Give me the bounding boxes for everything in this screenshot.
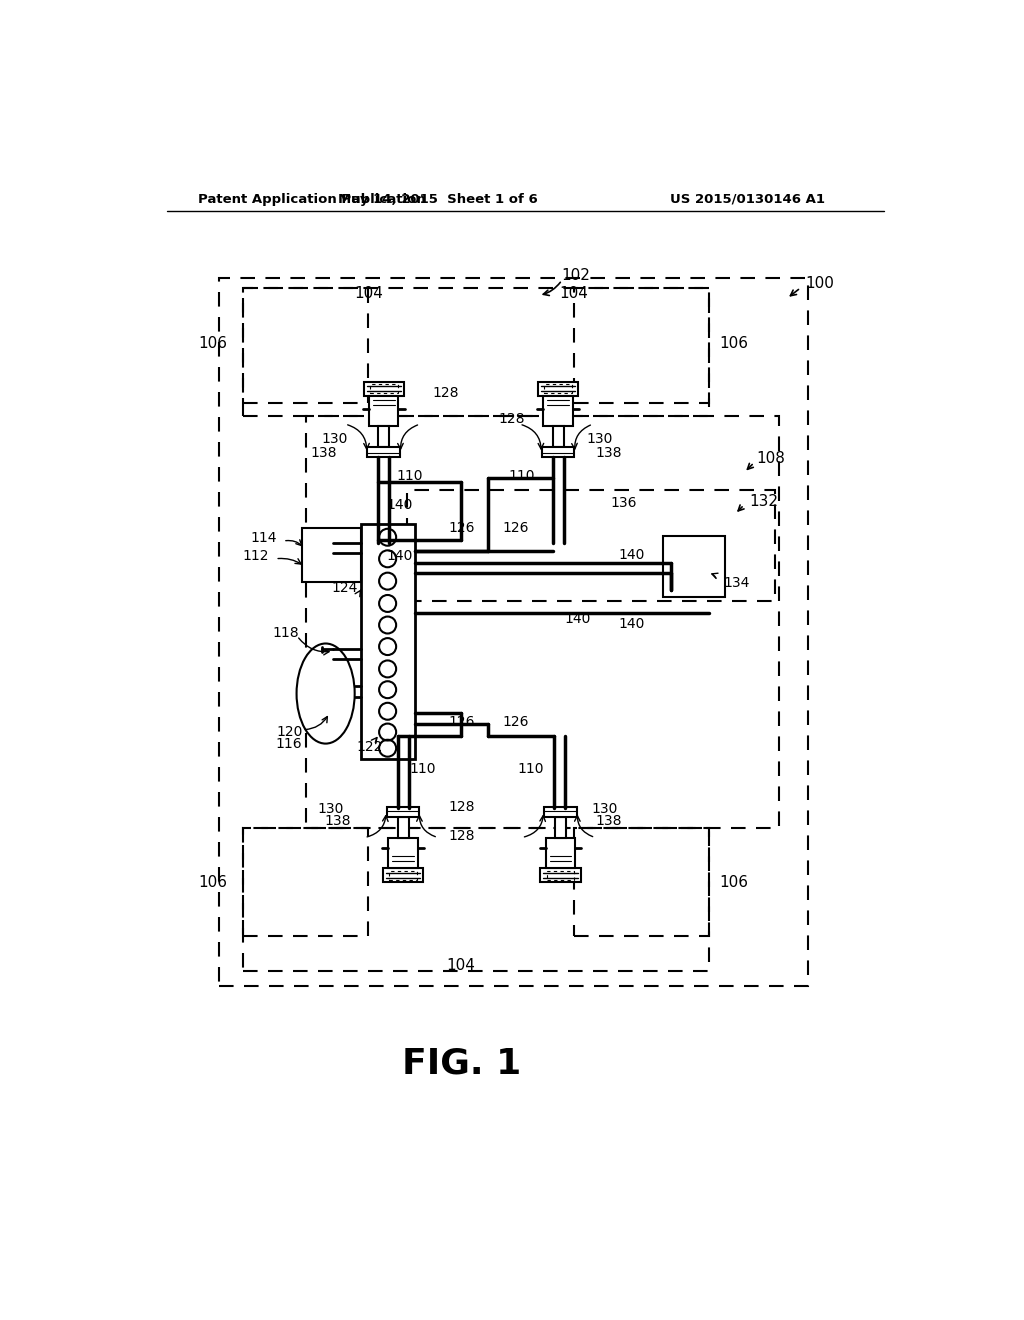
Bar [243, 829, 710, 970]
Bar [544, 807, 577, 817]
Text: Patent Application Publication: Patent Application Publication [198, 193, 426, 206]
Text: 110: 110 [410, 762, 436, 776]
Bar [663, 536, 725, 598]
Text: 140: 140 [618, 548, 645, 562]
Text: 126: 126 [449, 521, 474, 535]
Text: 106: 106 [720, 335, 749, 351]
Text: 110: 110 [518, 762, 544, 776]
Bar [547, 871, 574, 880]
Text: 140: 140 [564, 612, 591, 626]
Bar [243, 829, 369, 936]
Text: 102: 102 [561, 268, 591, 282]
Text: 138: 138 [595, 813, 622, 828]
Text: 104: 104 [559, 285, 588, 301]
Text: 140: 140 [618, 618, 645, 631]
Text: 106: 106 [199, 875, 227, 890]
Text: 140: 140 [386, 549, 413, 562]
Text: 126: 126 [502, 521, 528, 535]
Bar [542, 447, 574, 457]
Bar [243, 288, 710, 416]
Text: 110: 110 [509, 470, 535, 483]
Text: 126: 126 [502, 715, 528, 729]
Bar [538, 381, 579, 396]
Text: 110: 110 [397, 470, 423, 483]
Ellipse shape [297, 644, 354, 743]
Bar [219, 277, 809, 986]
Text: 118: 118 [272, 627, 299, 640]
Text: 128: 128 [499, 412, 525, 425]
Bar [378, 426, 389, 447]
Text: 106: 106 [199, 335, 227, 351]
Bar [243, 288, 369, 404]
Bar [368, 447, 400, 457]
Text: 106: 106 [720, 875, 749, 890]
Bar [573, 829, 710, 936]
Text: 100: 100 [805, 276, 834, 290]
Text: 130: 130 [322, 433, 348, 446]
Bar [383, 869, 423, 882]
Text: 116: 116 [275, 737, 302, 751]
Text: 108: 108 [757, 451, 785, 466]
Bar [397, 817, 409, 838]
Text: 134: 134 [723, 577, 750, 590]
Text: 126: 126 [449, 715, 474, 729]
Text: 120: 120 [276, 725, 302, 739]
Text: 136: 136 [610, 496, 637, 511]
Bar [360, 524, 415, 759]
Bar [387, 807, 420, 817]
Text: 128: 128 [432, 387, 459, 400]
Text: 132: 132 [749, 494, 778, 508]
Text: 114: 114 [251, 531, 276, 545]
Text: 128: 128 [449, 800, 474, 813]
Text: 138: 138 [595, 446, 622, 459]
Bar [407, 490, 775, 601]
Text: 104: 104 [354, 285, 383, 301]
Bar [541, 869, 581, 882]
Text: May 14, 2015  Sheet 1 of 6: May 14, 2015 Sheet 1 of 6 [338, 193, 538, 206]
Bar [553, 426, 563, 447]
Text: 124: 124 [332, 581, 358, 595]
Bar [555, 817, 566, 838]
Text: 130: 130 [317, 803, 344, 816]
Bar [369, 396, 398, 426]
Text: 138: 138 [324, 813, 350, 828]
Bar [306, 416, 779, 829]
Bar [544, 396, 572, 426]
Bar [573, 288, 710, 404]
Text: 130: 130 [586, 433, 612, 446]
Text: 128: 128 [449, 829, 474, 843]
Text: 104: 104 [446, 958, 476, 973]
Bar [302, 528, 360, 582]
Bar [546, 838, 575, 869]
Bar [544, 384, 572, 393]
Text: 122: 122 [356, 741, 383, 755]
Bar [370, 384, 397, 393]
Text: FIG. 1: FIG. 1 [401, 1047, 521, 1080]
Text: 138: 138 [310, 446, 337, 459]
Text: US 2015/0130146 A1: US 2015/0130146 A1 [671, 193, 825, 206]
Text: 130: 130 [592, 803, 617, 816]
Bar [388, 838, 418, 869]
Bar [389, 871, 417, 880]
Text: 112: 112 [243, 549, 269, 564]
Bar [364, 381, 403, 396]
Text: 140: 140 [386, 498, 413, 512]
